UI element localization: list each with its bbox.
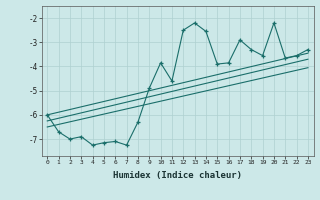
X-axis label: Humidex (Indice chaleur): Humidex (Indice chaleur) xyxy=(113,171,242,180)
